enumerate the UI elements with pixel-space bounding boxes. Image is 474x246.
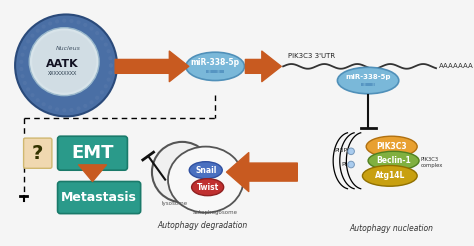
Ellipse shape — [29, 28, 99, 96]
Circle shape — [348, 148, 355, 155]
Circle shape — [95, 96, 99, 100]
Circle shape — [107, 77, 111, 82]
Text: Beclin-1: Beclin-1 — [376, 156, 411, 165]
Circle shape — [104, 43, 108, 47]
Circle shape — [100, 36, 104, 41]
Circle shape — [69, 108, 73, 112]
Circle shape — [36, 29, 40, 33]
Circle shape — [30, 93, 35, 97]
Circle shape — [20, 53, 25, 57]
Circle shape — [26, 39, 30, 44]
Circle shape — [348, 161, 355, 168]
Text: PIK3C3: PIK3C3 — [376, 142, 407, 151]
Text: AAAAAAA: AAAAAAA — [439, 63, 474, 69]
Text: miR-338-5p: miR-338-5p — [346, 74, 391, 80]
Circle shape — [83, 104, 87, 108]
Text: Snail: Snail — [195, 166, 217, 175]
Circle shape — [104, 84, 108, 88]
Circle shape — [83, 23, 87, 27]
Circle shape — [42, 102, 46, 106]
Text: Autophagy degradation: Autophagy degradation — [158, 221, 248, 230]
Circle shape — [48, 105, 52, 109]
Ellipse shape — [191, 179, 224, 196]
Circle shape — [90, 26, 94, 31]
Text: XXXXXXXXX: XXXXXXXXX — [48, 71, 77, 77]
Circle shape — [107, 49, 111, 53]
Text: ?: ? — [32, 144, 44, 163]
Text: EMT: EMT — [71, 144, 114, 162]
Text: Atg14L: Atg14L — [374, 171, 405, 180]
Circle shape — [36, 98, 40, 102]
Circle shape — [30, 34, 35, 38]
Ellipse shape — [363, 166, 417, 186]
Circle shape — [55, 107, 59, 111]
Circle shape — [55, 19, 59, 24]
Text: PI: PI — [342, 162, 347, 167]
Circle shape — [108, 56, 112, 60]
Text: IIIIIIIIIIIII: IIIIIIIIIIIII — [361, 83, 375, 87]
Text: Metastasis: Metastasis — [61, 191, 137, 204]
Circle shape — [19, 67, 23, 71]
Circle shape — [62, 108, 66, 112]
Text: Autophagy nucleation: Autophagy nucleation — [350, 224, 434, 233]
Circle shape — [109, 63, 113, 67]
Circle shape — [20, 74, 25, 78]
Text: autophagosome: autophagosome — [193, 210, 237, 215]
Circle shape — [19, 60, 23, 64]
Text: PI3P: PI3P — [334, 148, 347, 153]
Text: PIK3C3
complex: PIK3C3 complex — [421, 157, 443, 168]
Circle shape — [108, 71, 112, 75]
Circle shape — [69, 19, 73, 23]
Ellipse shape — [189, 162, 222, 179]
Circle shape — [62, 18, 66, 23]
FancyBboxPatch shape — [24, 138, 52, 168]
Circle shape — [23, 81, 27, 85]
Ellipse shape — [366, 136, 417, 157]
Circle shape — [95, 31, 99, 35]
Circle shape — [100, 90, 104, 94]
Ellipse shape — [337, 67, 399, 94]
Circle shape — [90, 100, 94, 104]
Ellipse shape — [368, 151, 419, 170]
FancyBboxPatch shape — [57, 136, 128, 170]
Circle shape — [42, 25, 46, 29]
Circle shape — [76, 20, 81, 24]
Text: lysosome: lysosome — [162, 201, 188, 206]
Text: IIIIIIIIIIIIIIIII: IIIIIIIIIIIIIIIII — [206, 70, 225, 74]
Ellipse shape — [186, 52, 245, 80]
Ellipse shape — [32, 31, 96, 93]
Circle shape — [48, 21, 52, 26]
Circle shape — [109, 63, 113, 67]
Circle shape — [152, 142, 212, 202]
Ellipse shape — [15, 15, 117, 116]
Circle shape — [23, 46, 27, 50]
Text: AATK: AATK — [46, 59, 79, 69]
Circle shape — [26, 87, 30, 92]
Text: PIK3C3 3'UTR: PIK3C3 3'UTR — [288, 53, 335, 59]
Ellipse shape — [168, 147, 244, 213]
FancyBboxPatch shape — [57, 182, 141, 214]
Text: Twist: Twist — [197, 183, 219, 192]
Circle shape — [76, 107, 81, 111]
Text: miR-338-5p: miR-338-5p — [191, 58, 240, 67]
Text: Nucleus: Nucleus — [55, 46, 81, 51]
